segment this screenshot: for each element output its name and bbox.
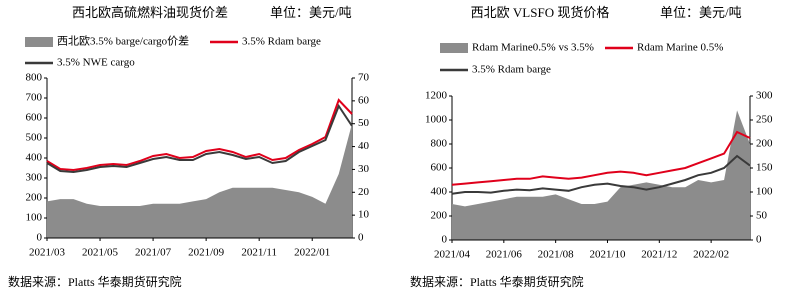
y2-tick-label: 70 [358,72,370,84]
y2-tick-label: 100 [756,186,773,198]
price-line [451,154,751,195]
y2-tick-label: 30 [358,163,370,175]
legend-label: Rdam Marine 0.5% [637,42,723,54]
x-tick-label: 2021/11 [241,247,277,259]
price-line [46,103,353,174]
legend-label: Rdam Marine0.5% vs 3.5% [472,42,594,54]
price-line [451,130,751,186]
x-tick-label: 2021/07 [135,247,172,259]
spread-area [47,123,352,238]
x-tick-label: 2021/09 [188,247,225,259]
y-tick-label: 300 [26,172,43,184]
legend-label: 西北欧3.5% barge/cargo价差 [57,34,189,48]
y-tick-label: 800 [26,72,43,84]
y2-tick-label: 150 [756,162,773,174]
x-tick-label: 2021/08 [538,249,575,261]
y-tick-label: 600 [431,162,448,174]
y-tick-label: 800 [431,138,448,150]
x-tick-label: 2021/04 [434,249,471,261]
y-tick-label: 0 [37,232,43,244]
x-tick-label: 2021/06 [486,249,523,261]
x-tick-label: 2021/05 [82,247,119,259]
y-tick-label: 600 [26,112,43,124]
y2-tick-label: 0 [756,234,762,246]
y-tick-label: 200 [26,192,43,204]
source-note: 数据来源：Platts 华泰期货研究院 [410,274,584,289]
x-tick-label: 2022/02 [693,249,729,261]
y-tick-label: 1000 [425,114,448,126]
legend-swatch [440,43,468,53]
chart-unit: 单位：美元/吨 [270,5,352,20]
x-tick-label: 2021/10 [589,249,626,261]
y2-tick-label: 40 [358,140,370,152]
y2-tick-label: 250 [756,114,773,126]
chart-unit: 单位：美元/吨 [660,5,742,20]
legend-label: 3.5% Rdam barge [242,36,321,48]
price-line [46,98,353,172]
x-tick-label: 2021/12 [641,249,677,261]
y2-tick-label: 20 [358,186,370,198]
y-tick-label: 400 [26,152,43,164]
y-tick-label: 1200 [425,90,448,102]
chart-title: 西北欧高硫燃料油现货价差 [72,5,228,20]
y-tick-label: 200 [431,210,448,222]
x-tick-label: 2021/03 [29,247,66,259]
y2-tick-label: 50 [358,117,370,129]
x-tick-label: 2022/01 [294,247,330,259]
legend-label: 3.5% Rdam barge [472,64,551,76]
y2-tick-label: 10 [358,209,370,221]
y-tick-label: 100 [26,212,43,224]
y-tick-label: 500 [26,132,43,144]
y2-tick-label: 200 [756,138,773,150]
legend-label: 3.5% NWE cargo [57,57,135,69]
source-note: 数据来源：Platts 华泰期货研究院 [8,274,182,289]
y-tick-label: 400 [431,186,448,198]
y2-tick-label: 300 [756,90,773,102]
legend-swatch [25,37,53,47]
y2-tick-label: 0 [358,232,364,244]
spread-area [452,110,750,241]
y2-tick-label: 60 [358,94,370,106]
y-tick-label: 700 [26,92,43,104]
chart-title: 西北欧 VLSFO 现货价格 [471,5,610,20]
y2-tick-label: 50 [756,210,768,222]
y-tick-label: 0 [442,234,448,246]
